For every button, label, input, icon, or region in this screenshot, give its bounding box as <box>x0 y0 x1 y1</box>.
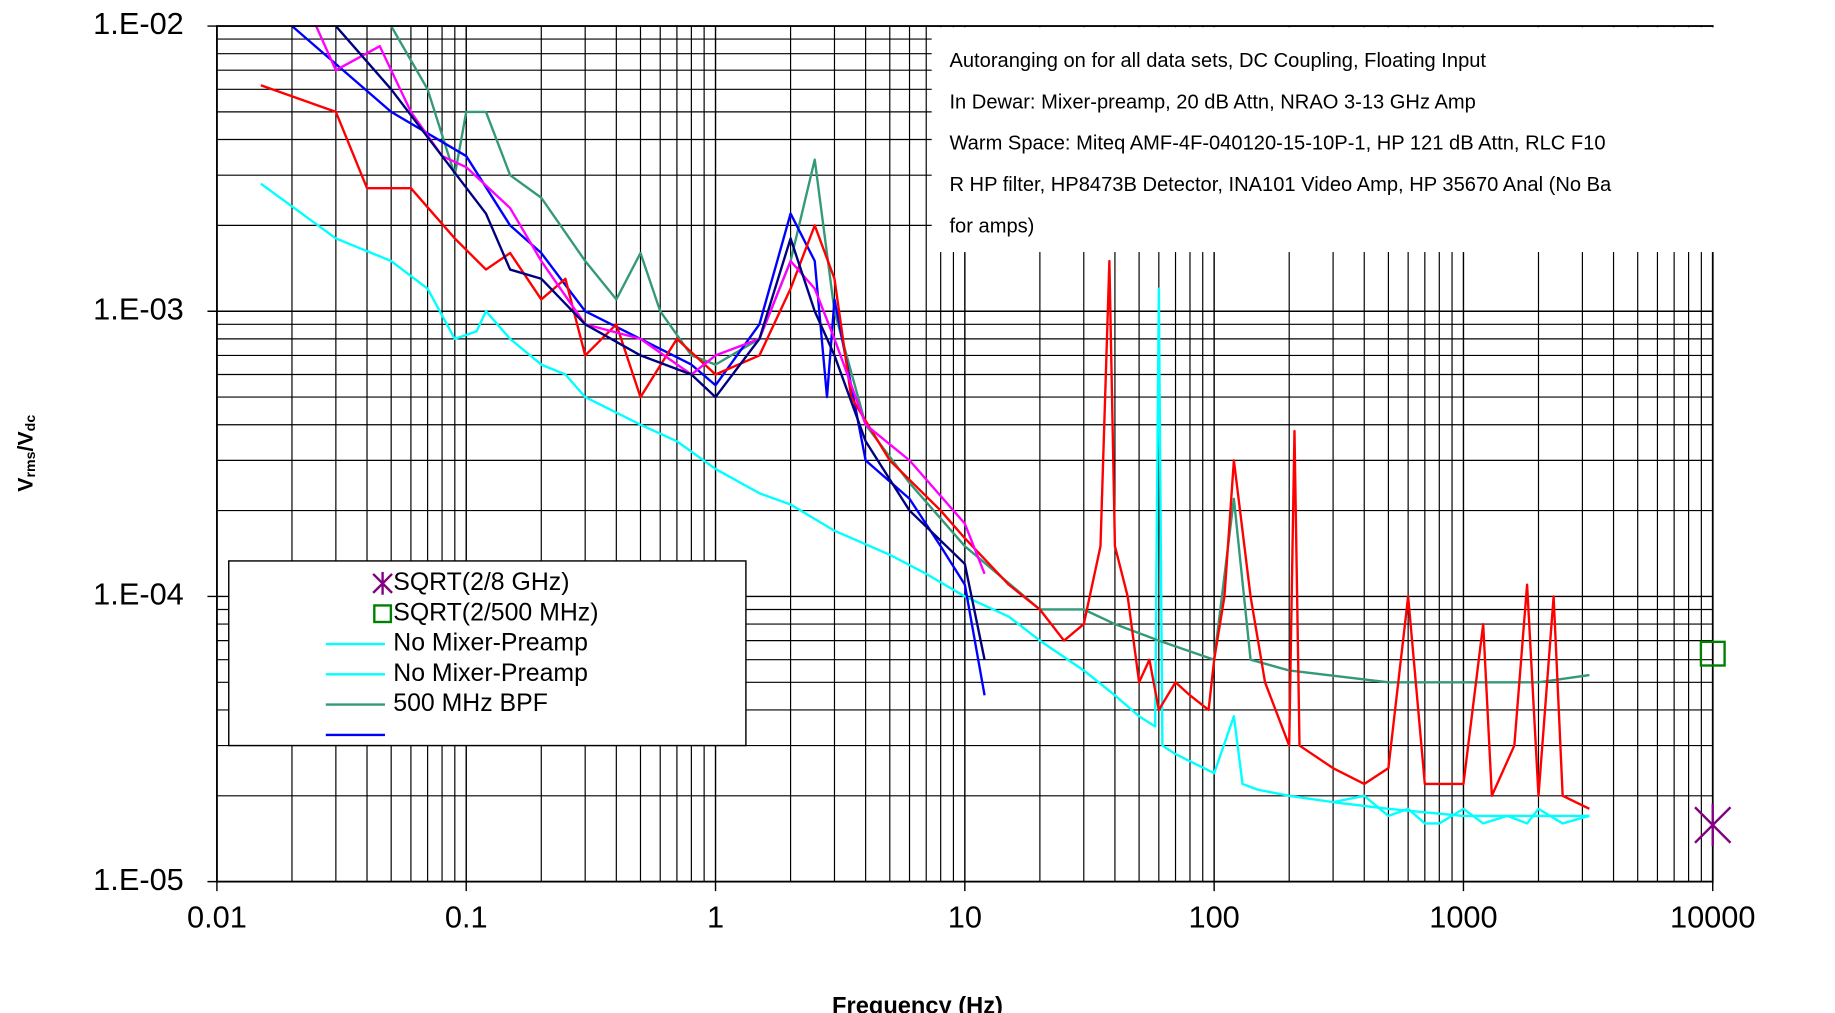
legend-label: No Mixer-Preamp <box>393 630 588 657</box>
annotation-line: for amps) <box>949 216 1034 238</box>
grid <box>207 25 1714 892</box>
data-line <box>291 26 986 696</box>
data-line <box>390 26 1590 684</box>
annotation-line: Autoranging on for all data sets, DC Cou… <box>949 50 1486 72</box>
annotation-line: Warm Space: Miteq AMF-4F-040120-15-10P-1… <box>949 133 1605 155</box>
data-point <box>1699 640 1726 667</box>
legend-label: 500 MHz BPF <box>393 690 548 717</box>
x-tick-label: 10 <box>948 900 982 935</box>
legend-label: SQRT(2/8 GHz) <box>393 569 569 596</box>
plot-border <box>216 25 1714 883</box>
x-tick-label: 0.01 <box>187 900 247 935</box>
y-label-part: V <box>13 477 37 492</box>
plot-points <box>1694 640 1732 847</box>
x-axis-label: Frequency (Hz) <box>832 993 1003 1013</box>
data-line <box>260 182 1590 818</box>
x-tick-label: 10000 <box>1670 900 1756 935</box>
legend-box <box>228 560 747 747</box>
y-tick-label: 1.E-03 <box>93 291 184 326</box>
y-tick-label: 1.E-05 <box>93 862 184 897</box>
legend: SQRT(2/8 GHz) SQRT(2/500 MHz) No Mixer-Pre… <box>325 569 598 737</box>
data-line <box>334 26 986 660</box>
y-tick-label: 1.E-04 <box>93 577 184 612</box>
y-axis-label: Vrms/Vdc <box>13 415 39 492</box>
annotation-box <box>931 27 1835 253</box>
x-tick-label: 1000 <box>1429 900 1497 935</box>
data-line <box>1332 794 1590 825</box>
legend-marker <box>373 604 393 624</box>
data-line <box>315 26 986 575</box>
y-label-part: /V <box>13 431 37 452</box>
annotation: Autoranging on for all data sets, DC Cou… <box>931 27 1835 253</box>
legend-label: No Mixer-Preamp <box>393 660 588 687</box>
legend-label: SQRT(2/500 MHz) <box>393 599 598 626</box>
x-tick-label: 1 <box>707 900 724 935</box>
legend-marker <box>372 572 393 595</box>
data-line <box>260 84 1590 810</box>
x-tick-label: 0.1 <box>445 900 488 935</box>
y-tick-label: 1.E-02 <box>93 6 184 41</box>
annotation-line: R HP filter, HP8473B Detector, INA101 Vi… <box>949 174 1612 196</box>
x-tick-label: 100 <box>1188 900 1239 935</box>
y-label-part: dc <box>23 415 39 432</box>
tick-labels: 0.01 0.1 1 10 100 1000 10000 1.E-05 1.E-04 1.E-03… <box>93 6 1755 934</box>
annotation-line: In Dewar: Mixer-preamp, 20 dB Attn, NRAO… <box>949 91 1475 113</box>
plot-lines <box>260 26 1590 825</box>
y-label-part: rms <box>23 451 39 477</box>
data-point <box>1694 803 1732 847</box>
